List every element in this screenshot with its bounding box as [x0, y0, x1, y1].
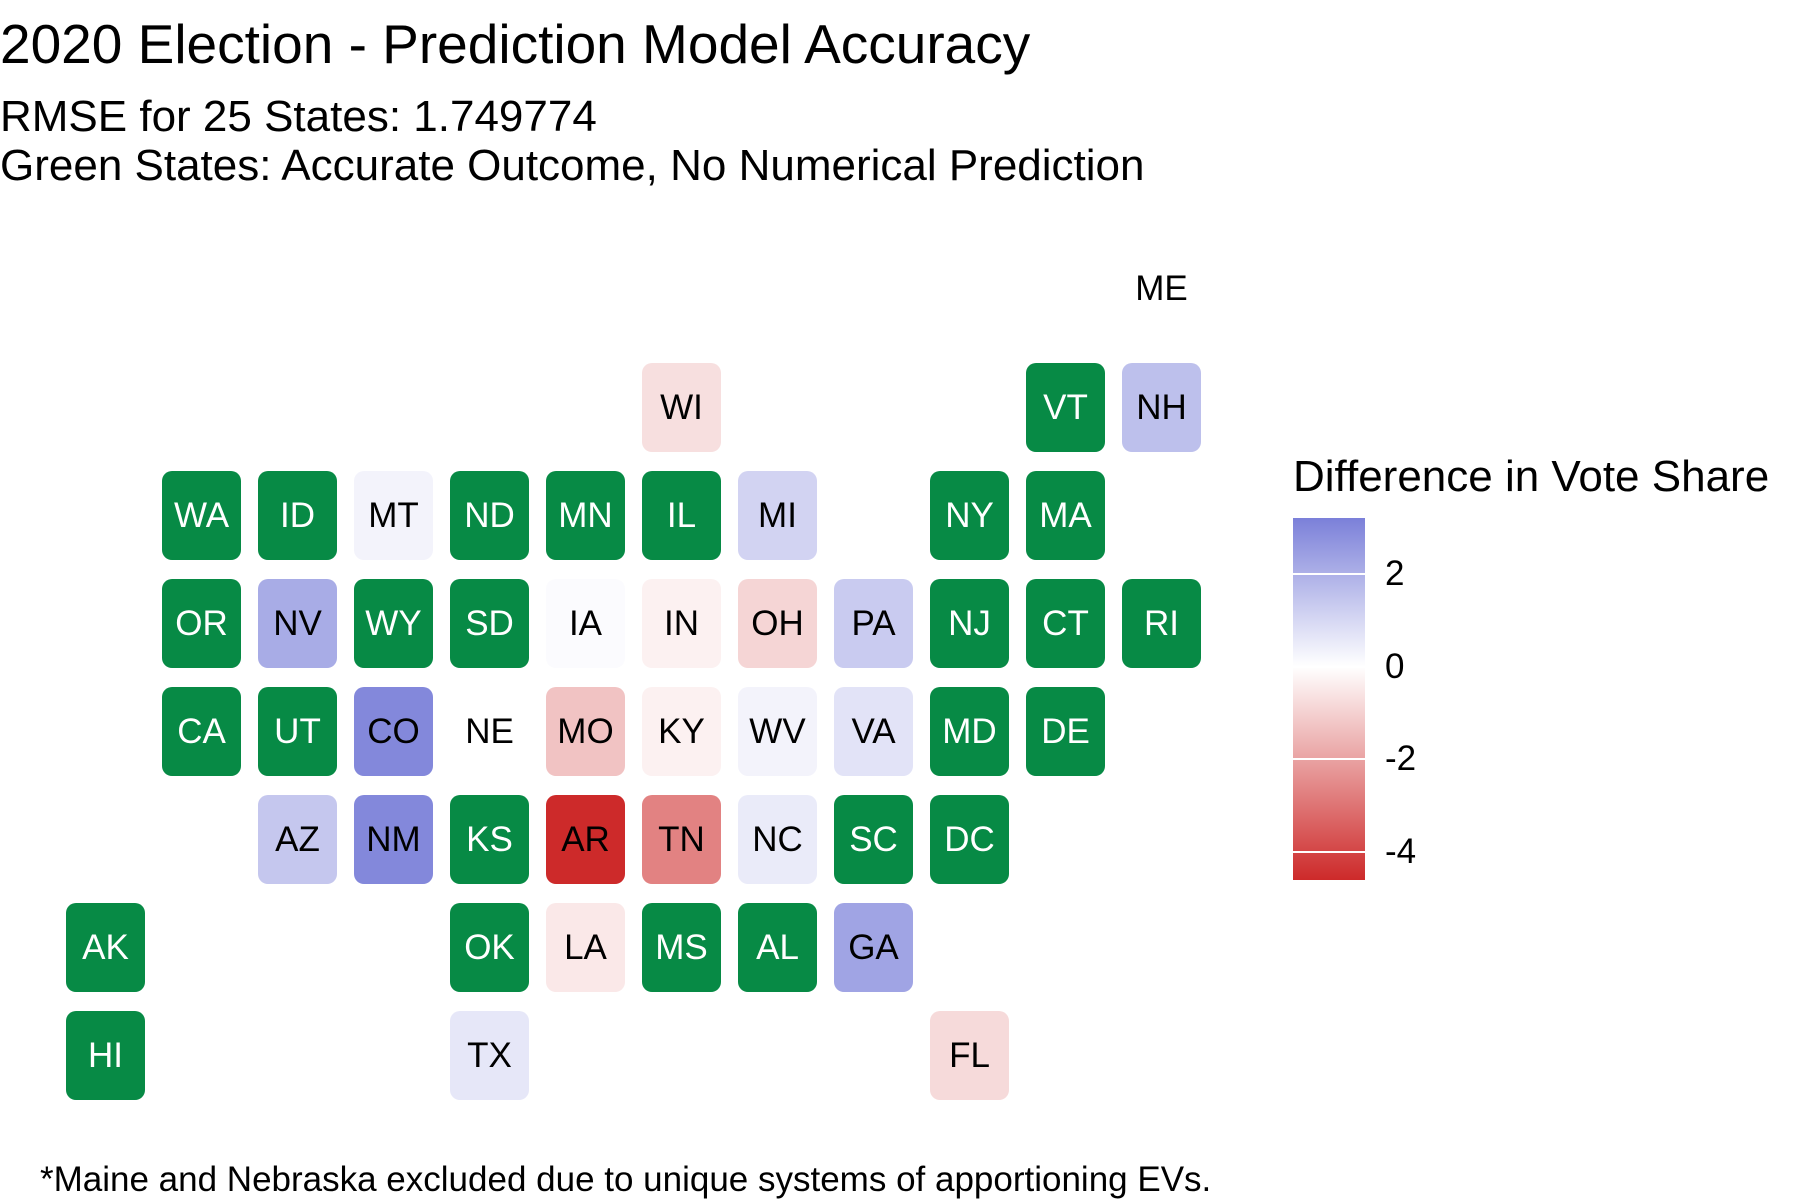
state-tile-ct: CT — [1026, 579, 1105, 668]
state-tile-wi: WI — [642, 363, 721, 452]
state-tile-wv: WV — [738, 687, 817, 776]
state-tile-ok: OK — [450, 903, 529, 992]
state-tile-nj: NJ — [930, 579, 1009, 668]
state-tile-dc: DC — [930, 795, 1009, 884]
state-tile-ca: CA — [162, 687, 241, 776]
state-tile-sc: SC — [834, 795, 913, 884]
legend-tick-mark — [1293, 758, 1365, 761]
state-tile-sd: SD — [450, 579, 529, 668]
state-tile-ma: MA — [1026, 471, 1105, 560]
state-tile-tn: TN — [642, 795, 721, 884]
state-tile-nc: NC — [738, 795, 817, 884]
state-tile-tx: TX — [450, 1011, 529, 1100]
state-tile-mn: MN — [546, 471, 625, 560]
legend-tick-mark — [1293, 851, 1365, 854]
state-tile-al: AL — [738, 903, 817, 992]
legend-tick-label: -2 — [1385, 739, 1417, 779]
footnote-caption: *Maine and Nebraska excluded due to uniq… — [40, 1160, 1212, 1199]
state-tile-vt: VT — [1026, 363, 1105, 452]
state-tile-mo: MO — [546, 687, 625, 776]
state-tile-ga: GA — [834, 903, 913, 992]
state-tile-in: IN — [642, 579, 721, 668]
state-tile-va: VA — [834, 687, 913, 776]
state-tile-nm: NM — [354, 795, 433, 884]
state-tile-ks: KS — [450, 795, 529, 884]
state-tile-oh: OH — [738, 579, 817, 668]
state-tile-mi: MI — [738, 471, 817, 560]
state-tile-az: AZ — [258, 795, 337, 884]
state-tile-mt: MT — [354, 471, 433, 560]
state-tile-de: DE — [1026, 687, 1105, 776]
chart-title: 2020 Election - Prediction Model Accurac… — [0, 13, 1031, 75]
state-tile-la: LA — [546, 903, 625, 992]
state-tile-nd: ND — [450, 471, 529, 560]
legend-colorbar — [1293, 518, 1365, 880]
state-tile-ar: AR — [546, 795, 625, 884]
state-tile-pa: PA — [834, 579, 913, 668]
legend-tick-mark — [1293, 665, 1365, 668]
state-tile-co: CO — [354, 687, 433, 776]
state-tile-ri: RI — [1122, 579, 1201, 668]
state-tile-ky: KY — [642, 687, 721, 776]
state-tile-ut: UT — [258, 687, 337, 776]
state-tile-me: ME — [1135, 269, 1188, 308]
legend-tick-mark — [1293, 572, 1365, 575]
state-tile-ny: NY — [930, 471, 1009, 560]
state-tile-id: ID — [258, 471, 337, 560]
state-tile-hi: HI — [66, 1011, 145, 1100]
state-tile-il: IL — [642, 471, 721, 560]
state-tile-nv: NV — [258, 579, 337, 668]
green-states-subtitle: Green States: Accurate Outcome, No Numer… — [0, 141, 1145, 190]
legend-tick-label: 2 — [1385, 553, 1405, 593]
legend-tick-label: 0 — [1385, 646, 1405, 686]
state-tile-wy: WY — [354, 579, 433, 668]
legend-title: Difference in Vote Share — [1293, 452, 1770, 501]
state-tile-ms: MS — [642, 903, 721, 992]
state-tile-md: MD — [930, 687, 1009, 776]
state-tile-ne: NE — [465, 711, 514, 751]
state-tile-or: OR — [162, 579, 241, 668]
legend-tick-label: -4 — [1385, 832, 1417, 872]
state-tile-wa: WA — [162, 471, 241, 560]
rmse-subtitle: RMSE for 25 States: 1.749774 — [0, 92, 597, 141]
state-tile-nh: NH — [1122, 363, 1201, 452]
state-tile-fl: FL — [930, 1011, 1009, 1100]
state-tile-ia: IA — [546, 579, 625, 668]
state-tile-ak: AK — [66, 903, 145, 992]
